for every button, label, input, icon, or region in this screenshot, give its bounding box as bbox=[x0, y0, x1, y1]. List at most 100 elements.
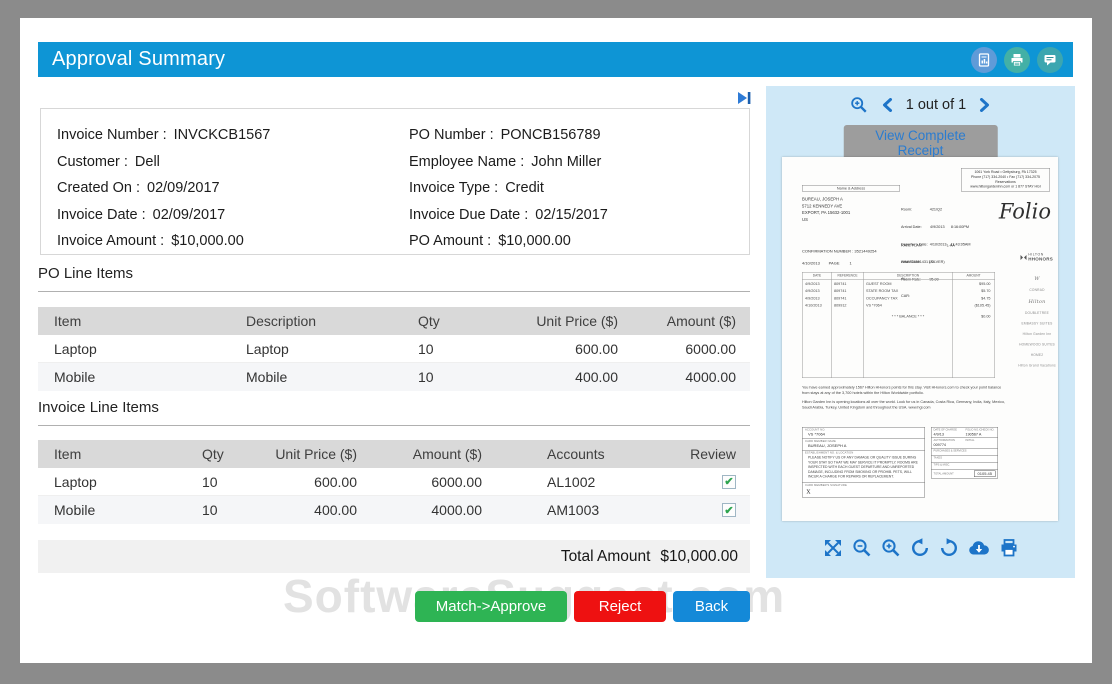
title-bar: Approval Summary bbox=[38, 42, 1073, 77]
inv-header-item: Item bbox=[54, 446, 82, 462]
detail-employee-name: Employee Name : John Miller bbox=[409, 153, 602, 170]
inv-header-review: Review bbox=[690, 446, 736, 462]
detail-po-amount: PO Amount : $10,000.00 bbox=[409, 233, 571, 250]
review-checkbox[interactable]: ✔ bbox=[722, 474, 736, 489]
detail-customer: Customer : Dell bbox=[57, 153, 160, 170]
inv-cell-accounts: AL1002 bbox=[547, 473, 596, 490]
po-cell-qty: 10 bbox=[418, 340, 434, 357]
inv-cell-item: Mobile bbox=[54, 502, 96, 518]
receipt-folio-script: Folio bbox=[998, 199, 1051, 224]
receipt-charge-form: DATE OF CHARGE 4/9/13 FOLIO NO./CHECK NO.… bbox=[931, 427, 998, 479]
review-checkbox[interactable]: ✔ bbox=[722, 503, 736, 517]
detail-po-number: PO Number : PONCB156789 bbox=[409, 127, 601, 144]
title-bar-icons bbox=[971, 46, 1063, 73]
receipt-confirmation-number: CONFIRMATION NUMBER : 3521449254 bbox=[802, 249, 877, 254]
comment-icon[interactable] bbox=[1037, 46, 1063, 73]
detail-invoice-date: Invoice Date :02/09/2017 bbox=[57, 206, 226, 223]
po-header-unit-price: Unit Price ($) bbox=[536, 313, 618, 329]
po-cell-item: Mobile bbox=[54, 369, 96, 385]
invoice-table-row: Mobile 10 400.00 4000.00 AM1003 ✔ bbox=[38, 496, 750, 524]
details-right-column: PO Number : PONCB156789 Employee Name : Jo… bbox=[409, 122, 749, 255]
po-table-row: Laptop Laptop 10 600.00 6000.00 bbox=[38, 335, 750, 363]
po-table-row: Mobile Mobile 10 400.00 4000.00 bbox=[38, 363, 750, 391]
total-amount-label: Total Amount bbox=[560, 547, 651, 565]
total-amount-bar: Total Amount $10,000.00 bbox=[38, 540, 750, 573]
receipt-image[interactable]: 1061 York Road • Gettysburg, PA 17325 Ph… bbox=[782, 157, 1058, 521]
receipt-card-form: ACCOUNT NO. VS *7064 CARD MEMBER NAME BURE… bbox=[802, 427, 925, 498]
next-page-icon[interactable] bbox=[979, 98, 991, 112]
detail-created-on: Created On :02/09/2017 bbox=[57, 180, 220, 197]
download-icon[interactable] bbox=[968, 538, 990, 558]
inv-header-qty: Qty bbox=[202, 446, 224, 462]
po-line-items-title: PO Line Items bbox=[38, 265, 750, 292]
invoice-table-row: Laptop 10 600.00 6000.00 AL1002 ✔ bbox=[38, 468, 750, 496]
po-line-items-section: PO Line Items bbox=[38, 265, 750, 292]
po-cell-description: Laptop bbox=[246, 340, 289, 357]
action-buttons: Match->Approve Reject Back bbox=[38, 591, 750, 622]
details-left-column: Invoice Number : INVCKCB1567 Customer : De… bbox=[57, 122, 409, 255]
page-count-text: 1 out of 1 bbox=[905, 97, 967, 113]
receipt-table-rows: 4/9/2013 809741 GUEST ROOM $95.00 4/9/2013 8… bbox=[805, 281, 991, 319]
inv-cell-qty: 10 bbox=[202, 502, 218, 518]
po-header-qty: Qty bbox=[418, 313, 440, 329]
po-line-items-table: Item Description Qty Unit Price ($) Amou… bbox=[38, 307, 750, 391]
po-cell-description: Mobile bbox=[246, 369, 288, 385]
po-cell-amount: 4000.00 bbox=[685, 369, 736, 385]
receipt-content: 1061 York Road • Gettysburg, PA 17325 Ph… bbox=[782, 157, 1058, 521]
invoice-line-items-title: Invoice Line Items bbox=[38, 399, 750, 426]
po-cell-unit-price: 400.00 bbox=[575, 369, 618, 385]
receipt-guest-address: BUREAU, JOSEPH A 5712 KENNEDY AVE EXPORT… bbox=[802, 196, 851, 222]
receipt-rate-plan: RATE PLAN L-AA HH# 911891431 (SILVER) AL… bbox=[901, 242, 955, 298]
hhonors-bowtie-icon bbox=[1020, 254, 1027, 260]
inv-cell-amount: 4000.00 bbox=[431, 502, 482, 518]
po-table-header: Item Description Qty Unit Price ($) Amou… bbox=[38, 307, 750, 335]
magnifier-icon[interactable] bbox=[850, 96, 868, 114]
receipt-brand-logos: W CONRAD Hilton DOUBLETREE EMBASSY SUITE… bbox=[1018, 276, 1056, 368]
invoice-table-header: Item Qty Unit Price ($) Amount ($) Accou… bbox=[38, 440, 750, 468]
inv-cell-unit-price: 600.00 bbox=[314, 473, 357, 490]
report-icon[interactable] bbox=[971, 46, 997, 73]
detail-invoice-type: Invoice Type : Credit bbox=[409, 180, 544, 197]
inv-header-unit-price: Unit Price ($) bbox=[275, 446, 357, 462]
receipt-hotel-address: 1061 York Road • Gettysburg, PA 17325 Ph… bbox=[961, 168, 1050, 192]
inv-cell-item: Laptop bbox=[54, 473, 97, 490]
collapse-panel-icon[interactable] bbox=[736, 90, 752, 106]
po-header-item: Item bbox=[54, 313, 82, 329]
receipt-charges-table: DATE REFERENCE DESCRIPTION AMOUNT 4/9/20… bbox=[802, 272, 995, 378]
receipt-date-page: 4/10/2013 PAGE 1 bbox=[802, 261, 852, 266]
receipt-pager: 1 out of 1 bbox=[766, 96, 1075, 114]
zoom-out-icon[interactable] bbox=[852, 538, 872, 558]
previous-page-icon[interactable] bbox=[881, 98, 893, 112]
view-complete-receipt-button[interactable]: View Complete Receipt bbox=[843, 125, 998, 162]
inv-cell-amount: 6000.00 bbox=[431, 473, 482, 490]
rotate-cw-icon[interactable] bbox=[939, 538, 959, 558]
detail-invoice-due-date: Invoice Due Date :02/15/2017 bbox=[409, 206, 608, 223]
viewer-toolbar bbox=[766, 538, 1075, 558]
po-cell-qty: 10 bbox=[418, 369, 434, 385]
viewer-print-icon[interactable] bbox=[999, 538, 1019, 558]
receipt-name-address-label: Name & Address bbox=[802, 185, 900, 192]
reject-button[interactable]: Reject bbox=[574, 591, 666, 622]
inv-cell-unit-price: 400.00 bbox=[314, 502, 357, 518]
back-button[interactable]: Back bbox=[673, 591, 750, 622]
zoom-in-icon[interactable] bbox=[881, 538, 901, 558]
receipt-viewer-panel: 1 out of 1 View Complete Receipt 1061 Yo… bbox=[766, 86, 1075, 578]
detail-invoice-amount: Invoice Amount : $10,000.00 bbox=[57, 233, 244, 250]
page-title: Approval Summary bbox=[52, 48, 226, 70]
invoice-line-items-table: Item Qty Unit Price ($) Amount ($) Accou… bbox=[38, 440, 750, 524]
print-icon[interactable] bbox=[1004, 46, 1030, 73]
rotate-ccw-icon[interactable] bbox=[910, 538, 930, 558]
match-approve-button[interactable]: Match->Approve bbox=[415, 591, 567, 622]
fullscreen-icon[interactable] bbox=[823, 538, 843, 558]
hilton-hhonors-logo: HILTON HHONORS bbox=[1020, 253, 1053, 262]
po-header-description: Description bbox=[246, 313, 317, 329]
po-cell-amount: 6000.00 bbox=[685, 340, 736, 357]
inv-header-amount: Amount ($) bbox=[412, 446, 482, 462]
invoice-line-items-section: Invoice Line Items bbox=[38, 399, 750, 426]
po-cell-unit-price: 600.00 bbox=[575, 340, 618, 357]
inv-header-accounts: Accounts bbox=[547, 446, 605, 462]
inv-cell-accounts: AM1003 bbox=[547, 502, 600, 518]
detail-invoice-number: Invoice Number : INVCKCB1567 bbox=[57, 127, 271, 144]
inv-cell-qty: 10 bbox=[202, 473, 218, 490]
